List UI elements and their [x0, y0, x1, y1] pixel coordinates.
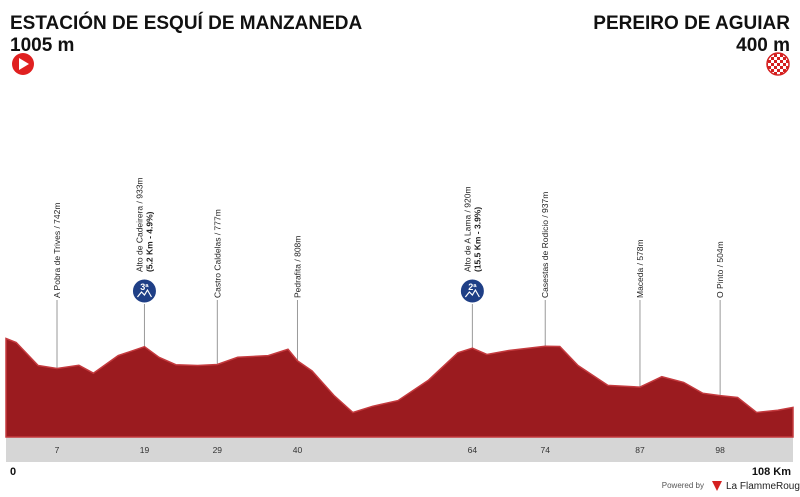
waypoint-label: Alto de A Lama / 920m [462, 186, 472, 272]
km-band [6, 437, 793, 462]
climb-icon [464, 288, 480, 298]
climb-detail: (5.2 Km - 4.9%) [144, 211, 154, 272]
finish-elevation: 400 m [736, 35, 790, 56]
waypoint-label: Maceda / 578m [635, 239, 645, 298]
start-elevation: 1005 m [10, 35, 74, 56]
elevation-area [5, 337, 794, 438]
km-label: 7 [55, 445, 60, 455]
start-name: ESTACIÓN DE ESQUÍ DE MANZANEDA [10, 12, 363, 34]
finish-name: PEREIRO DE AGUIAR [593, 13, 790, 34]
climb-category: 3ª [140, 282, 149, 292]
km-label: 40 [293, 445, 303, 455]
credit-prefix: Powered by [662, 481, 704, 490]
x-tick-label: 0 [10, 466, 16, 478]
waypoint-label: A Pobra de Trives / 742m [52, 203, 62, 298]
climb-badge [459, 278, 485, 304]
waypoint-label: Pedrafita / 808m [292, 236, 302, 298]
waypoint-label: Castro Caldelas / 777m [212, 209, 222, 298]
km-label: 64 [468, 445, 478, 455]
start-icon [12, 53, 34, 75]
climb-badge [131, 278, 157, 304]
climb-detail: (15.5 Km - 3.9%) [472, 207, 482, 272]
km-label: 19 [140, 445, 150, 455]
km-label: 98 [715, 445, 725, 455]
waypoint-label: Alto de Cadeirera / 933m [134, 178, 144, 273]
credit-brand: La FlammeRouge [726, 481, 800, 492]
km-label: 74 [541, 445, 551, 455]
waypoint-label: Casestas de Rodicio / 937m [540, 192, 550, 298]
climb-icon [136, 288, 152, 298]
credit-logo [712, 481, 722, 491]
climb-category: 2ª [468, 282, 477, 292]
km-label: 87 [635, 445, 645, 455]
waypoint-label: O Pinto / 504m [715, 241, 725, 298]
finish-icon [766, 52, 790, 76]
km-label: 29 [213, 445, 223, 455]
x-tick-label: 108 Km [752, 466, 791, 478]
